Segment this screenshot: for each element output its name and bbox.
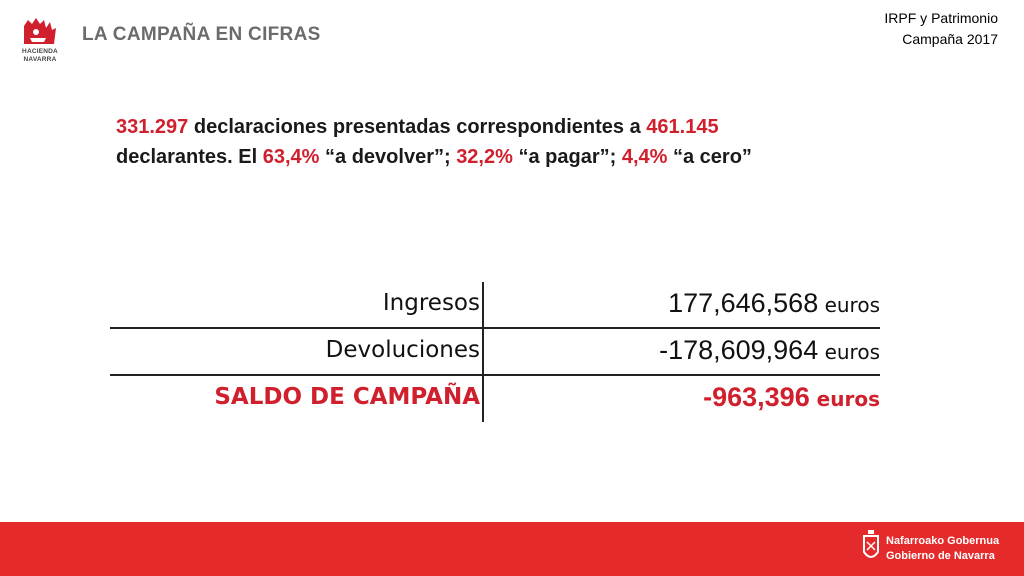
table-row-ingresos: Ingresos 177,646,568 euros	[110, 282, 880, 329]
figures-table: Ingresos 177,646,568 euros Devoluciones …	[110, 282, 880, 423]
row-value: -963,396 euros	[703, 382, 880, 412]
pct-cero: 4,4%	[621, 146, 668, 168]
meta-line-1: IRPF y Patrimonio	[884, 10, 998, 26]
summary-text: 331.297 declaraciones presentadas corres…	[116, 116, 752, 168]
pct-pagar: 32,2%	[456, 146, 513, 168]
hacienda-emblem-icon	[24, 18, 56, 44]
row-divider	[110, 327, 880, 329]
num-declarantes: 461.145	[646, 116, 719, 138]
table-row-devoluciones: Devoluciones -178,609,964 euros	[110, 329, 880, 376]
row-label: Ingresos	[382, 290, 480, 316]
row-value: -178,609,964 euros	[659, 335, 880, 365]
pct-devolver: 63,4%	[262, 146, 320, 168]
government-name: Nafarroako Gobernua Gobierno de Navarra	[886, 535, 1000, 562]
section-title: LA CAMPAÑA EN CIFRAS	[82, 24, 321, 45]
hacienda-navarra-logo	[16, 14, 64, 66]
navarra-shield-icon	[863, 530, 879, 558]
table-row-saldo: SALDO DE CAMPAÑA -963,396 euros	[110, 376, 880, 423]
row-divider	[110, 374, 880, 376]
document-meta: IRPF y Patrimonio Campaña 2017	[884, 8, 998, 50]
row-label: SALDO DE CAMPAÑA	[214, 384, 480, 410]
meta-line-2: Campaña 2017	[902, 31, 998, 47]
table-column-divider	[482, 282, 484, 422]
row-value: 177,646,568 euros	[668, 288, 880, 318]
logo-text: HACIENDA NAVARRA	[22, 48, 58, 63]
footer-bar: Nafarroako Gobernua Gobierno de Navarra	[0, 522, 1024, 576]
num-declaraciones: 331.297	[116, 116, 189, 138]
row-label: Devoluciones	[325, 337, 480, 363]
